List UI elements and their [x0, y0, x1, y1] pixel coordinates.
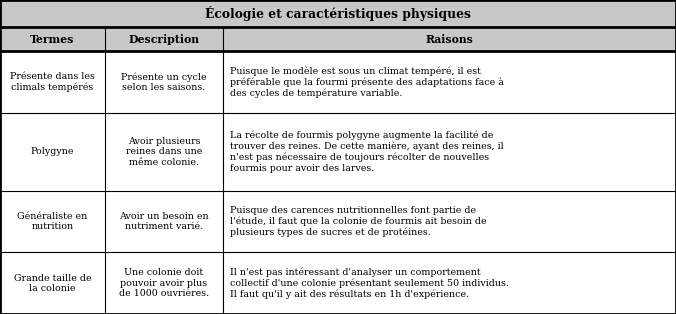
Bar: [0, 0, 676, 27]
Text: Avoir plusieurs
reines dans une
même colonie.: Avoir plusieurs reines dans une même col…: [126, 137, 202, 167]
Bar: [0, 252, 676, 314]
Text: Polygyne: Polygyne: [30, 147, 74, 156]
Text: Puisque le modèle est sous un climat tempéré, il est
préférable que la fourmi pr: Puisque le modèle est sous un climat tem…: [230, 66, 504, 98]
Bar: [0, 51, 676, 113]
Text: Grande taille de
la colonie: Grande taille de la colonie: [14, 273, 91, 293]
Text: Présente un cycle
selon les saisons.: Présente un cycle selon les saisons.: [121, 72, 207, 92]
Text: Une colonie doit
pouvoir avoir plus
de 1000 ouvrières.: Une colonie doit pouvoir avoir plus de 1…: [119, 268, 209, 298]
Text: Présente dans les
climals tempérés: Présente dans les climals tempérés: [10, 72, 95, 92]
Text: Raisons: Raisons: [426, 34, 473, 45]
Text: Termes: Termes: [30, 34, 74, 45]
Text: La récolte de fourmis polygyne augmente la facilité de
trouver des reines. De ce: La récolte de fourmis polygyne augmente …: [230, 131, 504, 173]
Text: Avoir un besoin en
nutriment varié.: Avoir un besoin en nutriment varié.: [119, 212, 209, 231]
Text: Description: Description: [128, 34, 199, 45]
Bar: [0, 191, 676, 252]
Text: Écologie et caractéristiques physiques: Écologie et caractéristiques physiques: [205, 6, 471, 21]
Bar: [0, 27, 676, 51]
Text: Puisque des carences nutritionnelles font partie de
l'étude, il faut que la colo: Puisque des carences nutritionnelles fon…: [230, 206, 487, 237]
Text: Il n'est pas intéressant d'analyser un comportement
collectif d'une colonie prés: Il n'est pas intéressant d'analyser un c…: [230, 268, 509, 299]
Text: Généraliste en
nutrition: Généraliste en nutrition: [18, 212, 87, 231]
Bar: [0, 113, 676, 191]
